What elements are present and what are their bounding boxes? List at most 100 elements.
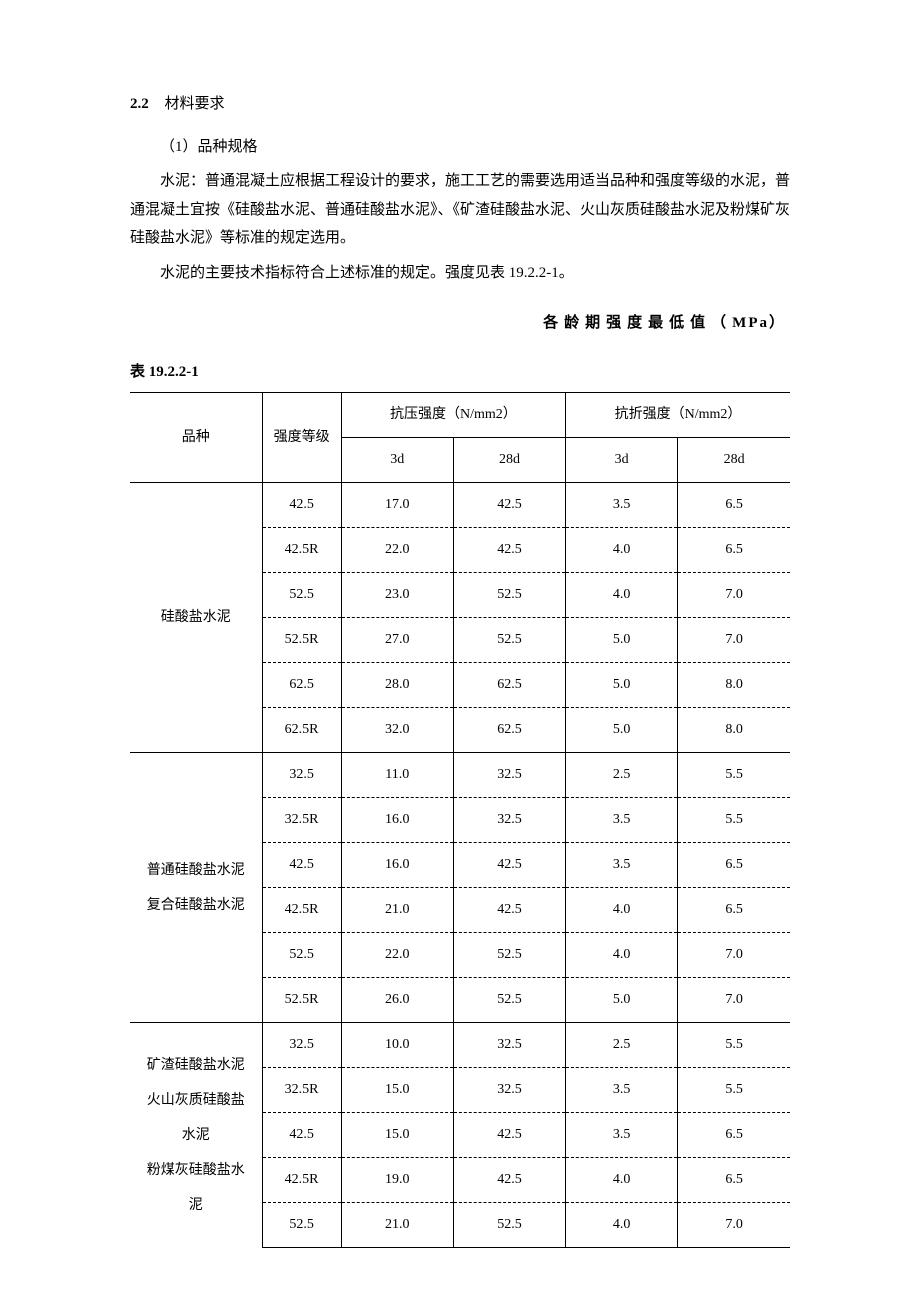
comp-28d-cell: 42.5 [453, 1158, 565, 1203]
th-f3d: 3d [566, 438, 678, 483]
flex-3d-cell: 3.5 [566, 798, 678, 843]
th-c3d: 3d [341, 438, 453, 483]
flex-28d-cell: 5.5 [678, 1068, 790, 1113]
comp-3d-cell: 26.0 [341, 978, 453, 1023]
grade-cell: 42.5 [262, 843, 341, 888]
comp-3d-cell: 16.0 [341, 843, 453, 888]
variety-line: 火山灰质硅酸盐 [134, 1083, 258, 1118]
flex-28d-cell: 5.5 [678, 1023, 790, 1068]
grade-cell: 32.5 [262, 1023, 341, 1068]
paragraph: 水泥的主要技术指标符合上述标准的规定。强度见表 19.2.2-1。 [130, 259, 790, 288]
table-caption-close: ） [769, 309, 790, 338]
grade-cell: 52.5 [262, 573, 341, 618]
flex-3d-cell: 3.5 [566, 483, 678, 528]
table-number-prefix: 表 [130, 364, 145, 380]
comp-3d-cell: 16.0 [341, 798, 453, 843]
variety-cell: 矿渣硅酸盐水泥火山灰质硅酸盐水泥粉煤灰硅酸盐水泥 [130, 1023, 262, 1248]
grade-cell: 52.5R [262, 618, 341, 663]
comp-3d-cell: 17.0 [341, 483, 453, 528]
flex-3d-cell: 4.0 [566, 1203, 678, 1248]
comp-3d-cell: 21.0 [341, 1203, 453, 1248]
paragraph: 水泥：普通混凝土应根据工程设计的要求，施工工艺的需要选用适当品种和强度等级的水泥… [130, 167, 790, 253]
grade-cell: 52.5 [262, 933, 341, 978]
flex-28d-cell: 6.5 [678, 1113, 790, 1158]
variety-cell: 硅酸盐水泥 [130, 483, 262, 753]
flex-28d-cell: 7.0 [678, 618, 790, 663]
grade-cell: 42.5 [262, 1113, 341, 1158]
flex-28d-cell: 7.0 [678, 933, 790, 978]
strength-table: 品种 强度等级 抗压强度（N/mm2） 抗折强度（N/mm2） 3d 28d 3… [130, 392, 790, 1248]
section-number: 2.2 [130, 96, 149, 112]
comp-28d-cell: 42.5 [453, 843, 565, 888]
section-heading: 2.2 材料要求 [130, 90, 790, 119]
flex-3d-cell: 3.5 [566, 1068, 678, 1113]
th-grade: 强度等级 [262, 393, 341, 483]
variety-line: 硅酸盐水泥 [134, 600, 258, 635]
grade-cell: 32.5 [262, 753, 341, 798]
comp-3d-cell: 21.0 [341, 888, 453, 933]
flex-3d-cell: 4.0 [566, 933, 678, 978]
variety-line: 复合硅酸盐水泥 [134, 888, 258, 923]
variety-line: 普通硅酸盐水泥 [134, 853, 258, 888]
comp-28d-cell: 52.5 [453, 618, 565, 663]
comp-3d-cell: 11.0 [341, 753, 453, 798]
flex-28d-cell: 6.5 [678, 888, 790, 933]
table-caption-text: 各龄期强度最低值（ [543, 309, 732, 338]
flex-28d-cell: 6.5 [678, 528, 790, 573]
flex-3d-cell: 4.0 [566, 573, 678, 618]
th-variety: 品种 [130, 393, 262, 483]
comp-3d-cell: 22.0 [341, 933, 453, 978]
th-c28d: 28d [453, 438, 565, 483]
variety-line: 泥 [134, 1188, 258, 1223]
comp-3d-cell: 28.0 [341, 663, 453, 708]
comp-28d-cell: 42.5 [453, 528, 565, 573]
table-row: 普通硅酸盐水泥复合硅酸盐水泥32.511.032.52.55.5 [130, 753, 790, 798]
comp-28d-cell: 52.5 [453, 933, 565, 978]
comp-28d-cell: 42.5 [453, 1113, 565, 1158]
th-f28d: 28d [678, 438, 790, 483]
variety-line: 矿渣硅酸盐水泥 [134, 1048, 258, 1083]
comp-3d-cell: 10.0 [341, 1023, 453, 1068]
flex-3d-cell: 5.0 [566, 663, 678, 708]
comp-28d-cell: 42.5 [453, 483, 565, 528]
table-caption: 各龄期强度最低值（ MPa ） [130, 309, 790, 338]
flex-28d-cell: 7.0 [678, 978, 790, 1023]
section-title: 材料要求 [165, 96, 225, 112]
flex-3d-cell: 4.0 [566, 888, 678, 933]
flex-3d-cell: 4.0 [566, 528, 678, 573]
table-body: 硅酸盐水泥42.517.042.53.56.542.5R22.042.54.06… [130, 483, 790, 1248]
flex-3d-cell: 2.5 [566, 753, 678, 798]
table-number-value: 19.2.2-1 [149, 364, 199, 380]
flex-3d-cell: 3.5 [566, 843, 678, 888]
flex-28d-cell: 5.5 [678, 753, 790, 798]
grade-cell: 52.5 [262, 1203, 341, 1248]
flex-28d-cell: 8.0 [678, 708, 790, 753]
flex-28d-cell: 7.0 [678, 1203, 790, 1248]
comp-3d-cell: 22.0 [341, 528, 453, 573]
flex-3d-cell: 5.0 [566, 708, 678, 753]
grade-cell: 62.5R [262, 708, 341, 753]
comp-28d-cell: 32.5 [453, 1023, 565, 1068]
flex-3d-cell: 5.0 [566, 978, 678, 1023]
flex-28d-cell: 7.0 [678, 573, 790, 618]
comp-3d-cell: 23.0 [341, 573, 453, 618]
table-row: 硅酸盐水泥42.517.042.53.56.5 [130, 483, 790, 528]
table-caption-unit: MPa [732, 309, 769, 338]
comp-28d-cell: 62.5 [453, 708, 565, 753]
comp-3d-cell: 15.0 [341, 1068, 453, 1113]
flex-3d-cell: 2.5 [566, 1023, 678, 1068]
grade-cell: 42.5 [262, 483, 341, 528]
grade-cell: 32.5R [262, 1068, 341, 1113]
flex-3d-cell: 4.0 [566, 1158, 678, 1203]
th-compressive: 抗压强度（N/mm2） [341, 393, 565, 438]
comp-3d-cell: 15.0 [341, 1113, 453, 1158]
flex-3d-cell: 3.5 [566, 1113, 678, 1158]
comp-3d-cell: 27.0 [341, 618, 453, 663]
comp-28d-cell: 32.5 [453, 1068, 565, 1113]
grade-cell: 62.5 [262, 663, 341, 708]
grade-cell: 52.5R [262, 978, 341, 1023]
flex-28d-cell: 6.5 [678, 1158, 790, 1203]
paragraph: （1）品种规格 [130, 133, 790, 162]
grade-cell: 42.5R [262, 1158, 341, 1203]
variety-cell: 普通硅酸盐水泥复合硅酸盐水泥 [130, 753, 262, 1023]
